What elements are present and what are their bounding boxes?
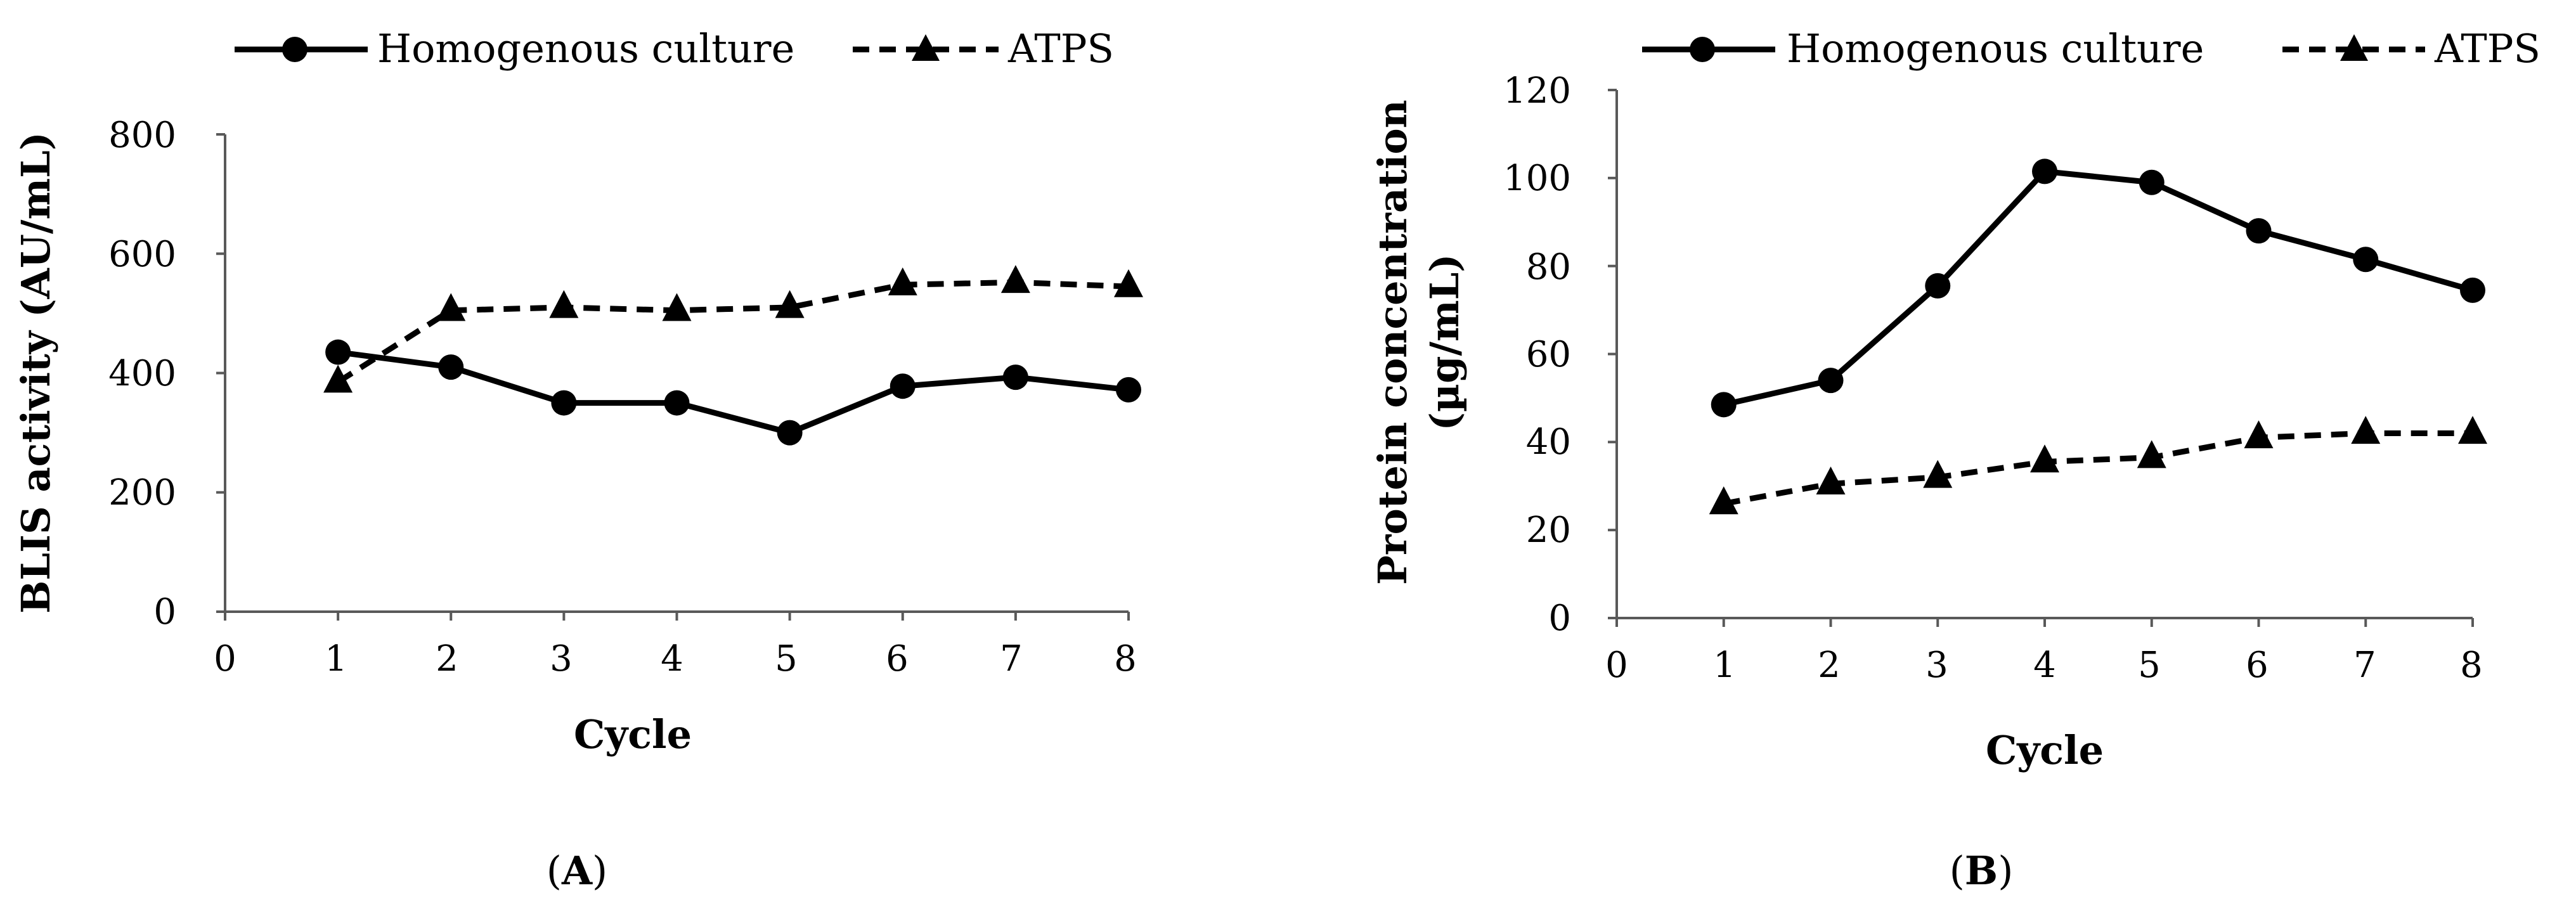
y-tick-label: 120 (1503, 70, 1571, 112)
data-point-atps (1114, 269, 1143, 297)
x-tick-label: 5 (775, 638, 798, 680)
panel-b-chart: Homogenous culture ATPS 120 100 80 60 40… (1369, 25, 2540, 894)
legend-label-atps: ATPS (1007, 25, 1114, 72)
legend-marker-circle (282, 37, 307, 62)
y-tick-label: 400 (108, 353, 176, 394)
x-tick-label: 6 (2246, 645, 2269, 686)
panel-a-y-axis-title: BLIS activity (AU/mL) (13, 132, 59, 614)
panel-b-series-group (1709, 158, 2487, 515)
data-point-homogenous (2353, 247, 2379, 273)
data-point-homogenous (325, 339, 351, 365)
x-tick-label: 6 (886, 638, 909, 680)
x-tick-label: 4 (661, 638, 683, 680)
x-tick-label: 2 (436, 638, 458, 680)
data-point-homogenous (2246, 218, 2272, 244)
x-tick-label: 0 (1605, 645, 1628, 686)
data-point-homogenous (1002, 364, 1028, 390)
data-point-atps (888, 267, 917, 295)
panel-b-y-tick-labels: 120 100 80 60 40 20 0 (1503, 70, 1571, 639)
data-point-homogenous (777, 420, 803, 446)
data-point-homogenous (2032, 158, 2057, 184)
y-tick-label: 600 (108, 234, 176, 275)
data-point-homogenous (1925, 273, 1951, 299)
data-point-homogenous (664, 390, 690, 416)
y-tick-label: 60 (1526, 334, 1571, 375)
series-line-homogenous (1723, 168, 2474, 408)
data-point-atps (2351, 416, 2381, 444)
panel-a-label: (A) (547, 848, 608, 894)
panel-a-x-tick-labels: 0 1 2 3 4 5 6 7 8 (214, 638, 1137, 680)
x-tick-label: 8 (2460, 645, 2483, 686)
panel-a-legend: Homogenous culture ATPS (235, 25, 1114, 72)
data-point-atps (549, 290, 579, 318)
x-tick-label: 1 (1713, 645, 1736, 686)
panel-a-chart: Homogenous culture ATPS 800 600 400 200 … (13, 25, 1143, 894)
data-point-homogenous (438, 354, 464, 380)
y-tick-label: 40 (1526, 422, 1571, 463)
data-point-homogenous (2460, 277, 2485, 303)
legend-marker-triangle (2340, 34, 2368, 61)
legend-label-homogenous: Homogenous culture (1787, 25, 2204, 72)
data-point-homogenous (1116, 377, 1141, 403)
x-tick-label: 2 (1818, 645, 1841, 686)
x-tick-label: 7 (1000, 638, 1023, 680)
series-line-atps (336, 279, 1129, 385)
data-point-atps (1923, 460, 1953, 488)
panel-b-label: (B) (1950, 848, 2014, 894)
data-point-atps (2458, 416, 2487, 444)
legend-marker-circle (1690, 37, 1715, 62)
x-tick-label: 3 (550, 638, 573, 680)
y-tick-label: 0 (153, 591, 176, 633)
data-point-atps (1709, 486, 1738, 515)
data-point-atps (2244, 420, 2274, 449)
x-tick-label: 0 (214, 638, 236, 680)
y-tick-label: 200 (108, 472, 176, 513)
data-point-atps (662, 293, 692, 321)
data-point-atps (775, 290, 805, 318)
data-point-homogenous (890, 373, 916, 399)
data-point-atps (2137, 440, 2166, 468)
data-point-atps (1000, 265, 1030, 293)
series-line-atps (1723, 430, 2473, 506)
y-axis-title-line-1: Protein concentration (1369, 100, 1416, 585)
y-tick-label: 100 (1503, 158, 1571, 199)
data-point-homogenous (1711, 392, 1737, 418)
data-point-atps (436, 293, 466, 321)
y-tick-label: 20 (1526, 510, 1571, 551)
data-point-homogenous (1818, 368, 1844, 394)
y-axis-title-line-2: (µg/mL) (1421, 254, 1468, 430)
x-tick-label: 3 (1926, 645, 1948, 686)
x-tick-label: 7 (2353, 645, 2376, 686)
panel-b-y-tick-marks (1608, 89, 1617, 619)
panel-b-x-tick-labels: 0 1 2 3 4 5 6 7 8 (1605, 645, 2483, 686)
legend-marker-triangle (912, 34, 940, 61)
panel-a-y-tick-marks (216, 133, 225, 613)
panel-b-x-axis-title: Cycle (1986, 727, 2104, 773)
panel-b-legend: Homogenous culture ATPS (1642, 25, 2540, 72)
panel-a-x-axis-title: Cycle (574, 711, 692, 758)
panel-a-series-group (323, 265, 1143, 446)
panel-a-y-tick-labels: 800 600 400 200 0 (108, 115, 176, 633)
data-point-homogenous (551, 390, 577, 416)
y-tick-label: 800 (108, 115, 176, 156)
data-point-homogenous (2139, 169, 2165, 195)
panel-b-y-axis-title: Protein concentration (µg/mL) (1369, 100, 1468, 585)
panel-b-x-tick-marks (1615, 618, 2474, 627)
y-tick-label: 80 (1526, 247, 1571, 288)
data-point-atps (323, 364, 353, 393)
data-point-atps (2030, 444, 2059, 473)
legend-label-atps: ATPS (2434, 25, 2540, 72)
panel-a-x-tick-marks (224, 612, 1130, 621)
x-tick-label: 1 (325, 638, 347, 680)
x-tick-label: 4 (2033, 645, 2056, 686)
data-point-atps (1816, 466, 1846, 494)
x-tick-label: 8 (1114, 638, 1137, 680)
y-tick-label: 0 (1548, 598, 1571, 639)
series-line-homogenous (337, 349, 1129, 436)
legend-label-homogenous: Homogenous culture (377, 25, 794, 72)
x-tick-label: 5 (2138, 645, 2161, 686)
